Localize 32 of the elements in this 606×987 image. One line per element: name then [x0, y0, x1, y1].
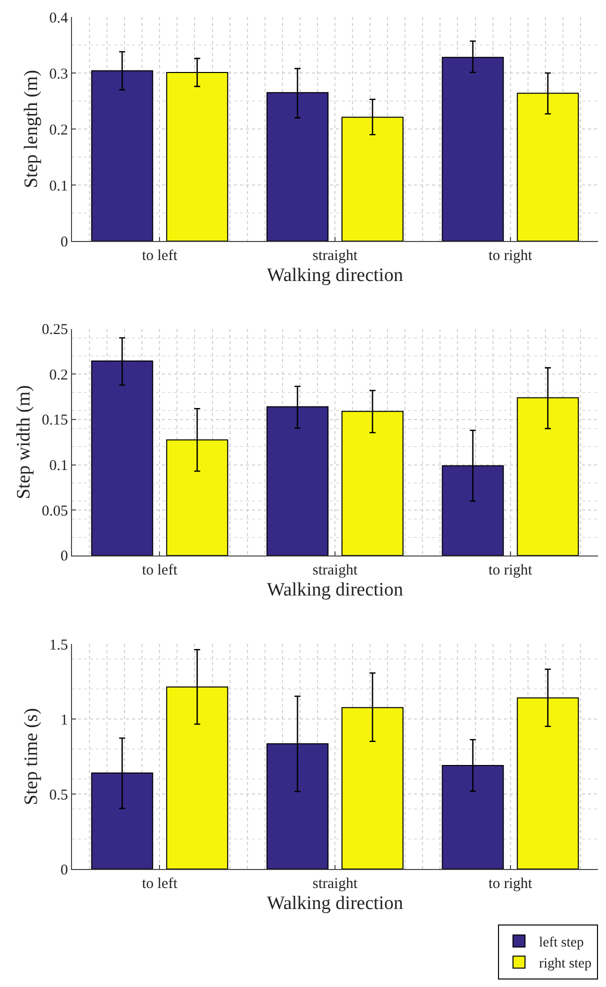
- y-axis-title: Step time (s): [21, 708, 42, 806]
- x-tick-label: straight: [312, 562, 358, 578]
- y-tick-label: 0: [60, 862, 68, 878]
- y-tick-label: 0.15: [42, 412, 68, 429]
- y-tick-label: 0.25: [42, 322, 68, 338]
- y-tick-label: 0.1: [49, 458, 68, 474]
- y-tick-label: 0.2: [49, 367, 68, 384]
- x-tick-label: to right: [488, 248, 534, 264]
- y-tick-label: 0: [60, 548, 68, 565]
- y-tick-label: 0.1: [49, 178, 68, 194]
- y-tick-label: 0: [60, 234, 68, 250]
- y-tick-label: 0.2: [49, 122, 68, 138]
- x-axis-title: Walking direction: [266, 579, 404, 600]
- legend-label: left step: [539, 935, 584, 950]
- y-tick-label: 0.3: [49, 66, 68, 82]
- y-tick-label: 0.05: [42, 503, 68, 520]
- y-tick-label: 0.4: [49, 10, 68, 26]
- x-axis-title: Walking direction: [266, 892, 404, 914]
- x-tick-label: to left: [142, 876, 178, 892]
- y-axis-title: Step width (m): [14, 385, 35, 500]
- x-tick-label: to right: [488, 562, 534, 578]
- x-axis-title: Walking direction: [266, 264, 404, 286]
- legend-label: right step: [539, 956, 592, 972]
- x-tick-label: straight: [312, 876, 358, 892]
- y-axis-title: Step length (m): [21, 70, 42, 188]
- x-tick-label: straight: [312, 248, 358, 264]
- x-tick-label: to left: [142, 248, 178, 264]
- y-tick-label: 1: [60, 712, 68, 728]
- x-tick-label: to left: [142, 562, 178, 578]
- y-tick-label: 1.5: [49, 637, 68, 654]
- x-tick-label: to right: [488, 876, 534, 892]
- y-tick-label: 0.5: [49, 787, 68, 804]
